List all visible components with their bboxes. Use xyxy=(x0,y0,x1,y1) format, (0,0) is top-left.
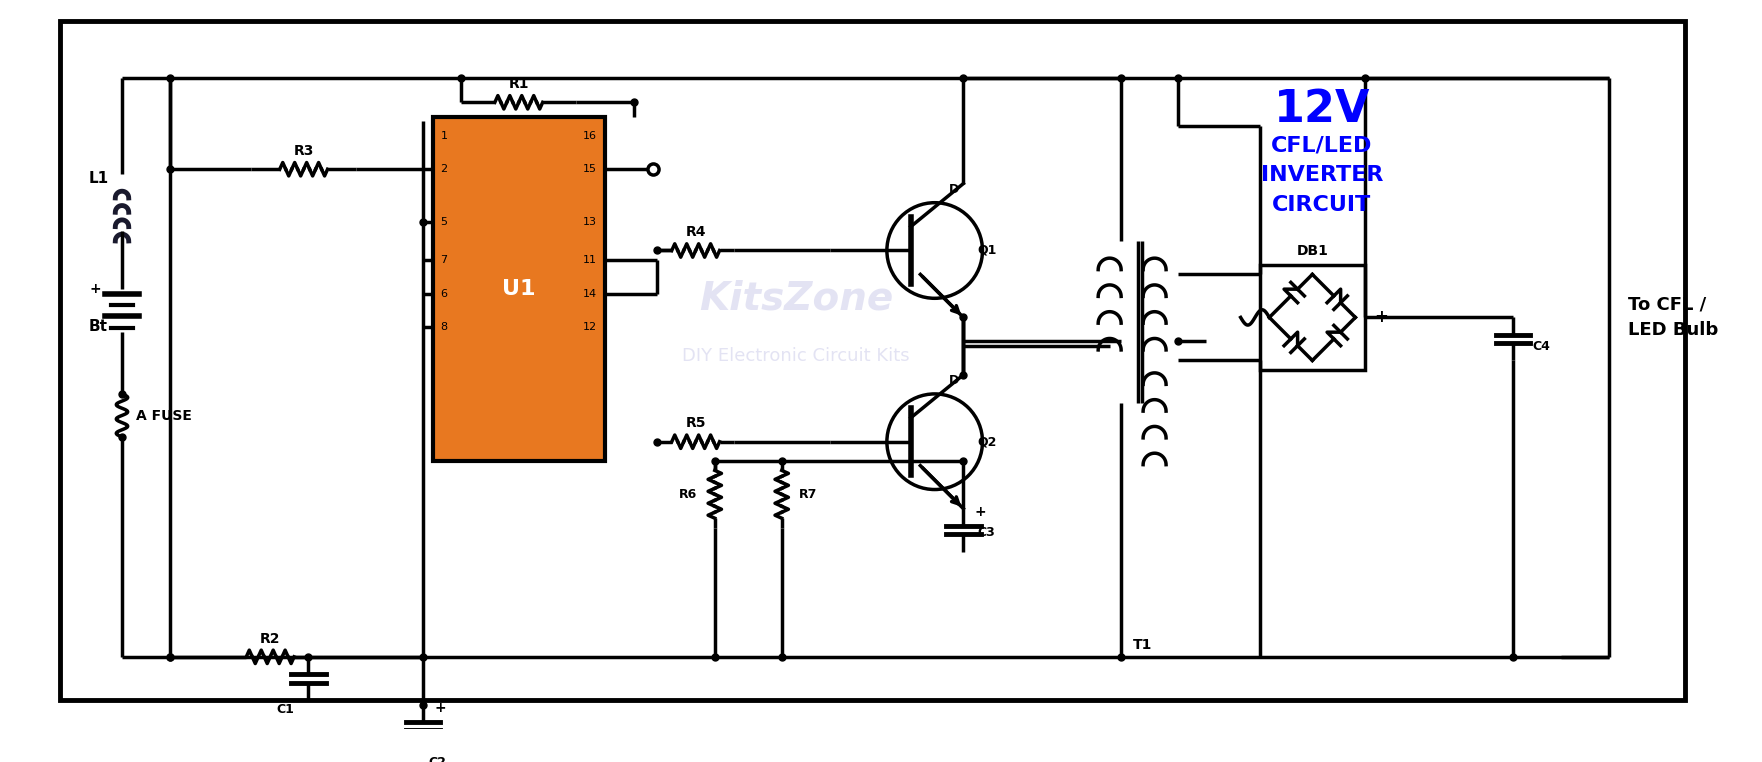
Text: R1: R1 xyxy=(509,77,529,91)
FancyBboxPatch shape xyxy=(433,117,604,461)
Text: 16: 16 xyxy=(583,131,597,141)
Text: 12V: 12V xyxy=(1274,88,1371,131)
Text: C4: C4 xyxy=(1533,340,1551,353)
Text: 12: 12 xyxy=(583,322,597,332)
Text: C3: C3 xyxy=(978,526,996,539)
Text: DIY Electronic Circuit Kits: DIY Electronic Circuit Kits xyxy=(682,347,909,365)
Text: 8: 8 xyxy=(440,322,448,332)
Text: 5: 5 xyxy=(440,217,448,227)
Text: T1: T1 xyxy=(1133,639,1152,652)
Text: R2: R2 xyxy=(261,632,280,645)
Text: 6: 6 xyxy=(440,289,448,299)
Text: R7: R7 xyxy=(798,488,818,501)
Text: 15: 15 xyxy=(583,165,597,174)
Text: +: + xyxy=(90,282,100,296)
Text: Bt: Bt xyxy=(88,319,107,335)
Text: DB1: DB1 xyxy=(1297,245,1329,258)
Text: +: + xyxy=(974,505,987,519)
Text: D: D xyxy=(948,374,959,387)
Text: 1: 1 xyxy=(440,131,448,141)
Text: U1: U1 xyxy=(502,279,536,299)
Text: CFL/LED
INVERTER
CIRCUIT: CFL/LED INVERTER CIRCUIT xyxy=(1262,136,1383,215)
Text: 13: 13 xyxy=(583,217,597,227)
Text: R3: R3 xyxy=(294,144,314,158)
Text: R6: R6 xyxy=(680,488,698,501)
Text: +: + xyxy=(1374,309,1388,326)
Text: R5: R5 xyxy=(685,416,707,431)
Text: +: + xyxy=(435,701,446,715)
Text: 14: 14 xyxy=(583,289,597,299)
Text: C2: C2 xyxy=(428,755,446,762)
Text: C1: C1 xyxy=(277,703,294,716)
Text: 2: 2 xyxy=(440,165,448,174)
Text: Q2: Q2 xyxy=(978,435,997,448)
Text: To CFL /
LED Bulb: To CFL / LED Bulb xyxy=(1628,296,1718,339)
Text: 7: 7 xyxy=(440,255,448,265)
Text: KitsZone: KitsZone xyxy=(700,280,893,317)
Text: 11: 11 xyxy=(583,255,597,265)
Text: L1: L1 xyxy=(88,171,109,186)
Text: R4: R4 xyxy=(685,225,707,239)
Text: D: D xyxy=(948,183,959,196)
Text: Q1: Q1 xyxy=(978,244,997,257)
Text: A FUSE: A FUSE xyxy=(136,409,192,423)
